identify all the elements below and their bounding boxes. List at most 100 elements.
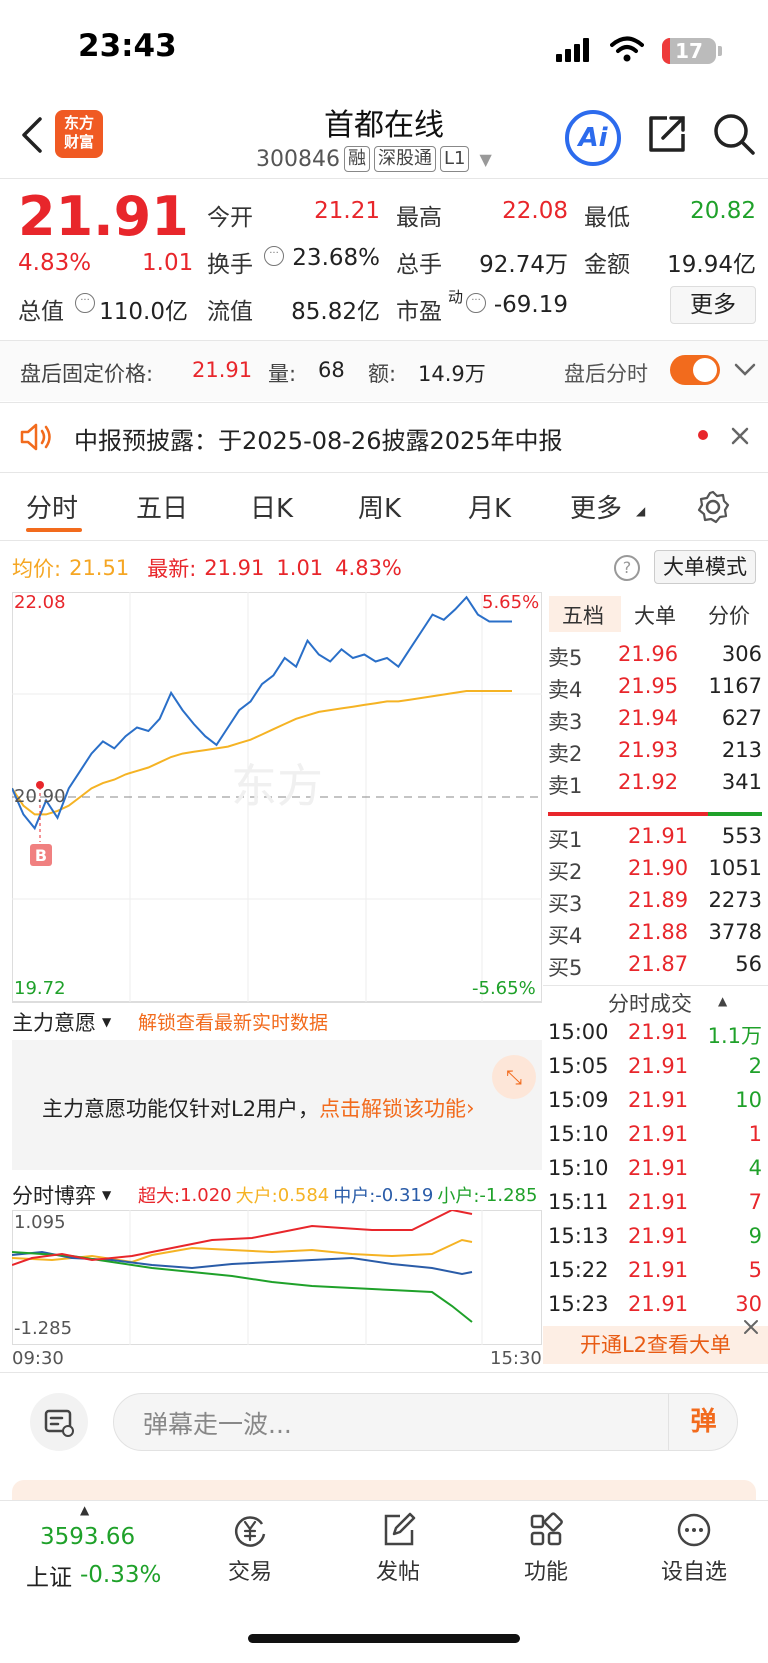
trade-volume: 1.1万 — [707, 1024, 762, 1048]
main-force-dropdown[interactable]: 主力意愿 ▼ — [12, 1007, 111, 1037]
legend-large-label: 大户: — [235, 1186, 278, 1207]
intraday-chart[interactable]: 东方 B — [12, 592, 542, 1002]
low-value: 20.82 — [690, 198, 756, 224]
ask-volume: 341 — [721, 770, 762, 794]
danmaku-input[interactable] — [113, 1393, 738, 1451]
big-order-mode-button[interactable]: 大单模式 — [654, 550, 756, 584]
gear-icon[interactable] — [696, 490, 730, 524]
nav-post[interactable]: 发帖 — [338, 1512, 458, 1586]
tab-intraday[interactable]: 分时 — [26, 494, 79, 524]
tab-weekly-k[interactable]: 周K — [358, 494, 402, 524]
tab-more[interactable]: 更多 — [570, 494, 623, 524]
home-indicator[interactable] — [248, 1634, 520, 1643]
l2-upgrade-banner[interactable]: 开通L2查看大单 — [543, 1326, 768, 1364]
bid-price: 21.89 — [628, 888, 689, 912]
bid-label: 买3 — [548, 892, 583, 916]
nav-post-label: 发帖 — [375, 1560, 420, 1585]
back-arrow-icon[interactable] — [18, 115, 48, 155]
float-value: 85.82亿 — [291, 299, 380, 325]
book-tab-big-order[interactable]: 大单 — [634, 604, 676, 628]
bid-label: 买1 — [548, 828, 583, 852]
ask-label: 卖4 — [548, 678, 583, 702]
trade-price: 21.91 — [628, 1258, 689, 1282]
game-chart[interactable] — [12, 1210, 542, 1345]
trade-price: 21.91 — [628, 1020, 689, 1044]
divider — [543, 985, 768, 986]
caret-up-icon: ▲ — [80, 1503, 90, 1517]
trade-time: 15:05 — [548, 1054, 609, 1078]
tag-connect: 深股通 — [373, 146, 436, 172]
ai-assistant-icon[interactable]: Ai — [565, 110, 621, 166]
info-icon[interactable]: ··· — [75, 293, 95, 313]
danmaku-send-button[interactable]: 弹 — [668, 1393, 738, 1451]
expand-icon[interactable]: ⤡ — [492, 1055, 536, 1099]
caret-up-icon[interactable]: ▲ — [718, 994, 728, 1008]
close-icon[interactable] — [742, 1318, 760, 1336]
bid-volume: 553 — [721, 824, 762, 848]
search-icon[interactable] — [712, 112, 756, 156]
main-force-notice-text: 主力意愿功能仅针对L2用户， — [42, 1097, 320, 1121]
bid-label: 买4 — [548, 924, 583, 948]
game-title: 分时博弈 — [12, 1184, 96, 1208]
unlock-link[interactable]: 解锁查看最新实时数据 — [138, 1012, 329, 1034]
dropdown-caret-icon[interactable]: ▼ — [479, 149, 492, 169]
stock-subtitle[interactable]: 300846 融 深股通 L1 ▼ — [256, 146, 492, 172]
legend-super-label: 超大: — [138, 1186, 181, 1207]
nav-trade[interactable]: 交易 — [190, 1512, 310, 1586]
book-tab-five-level[interactable]: 五档 — [562, 604, 604, 628]
tab-five-day[interactable]: 五日 — [136, 494, 189, 524]
index-percent: -0.33% — [80, 1562, 162, 1588]
after-vol-value: 68 — [318, 358, 345, 382]
trade-row: 15:23 21.91 30 — [548, 1288, 762, 1320]
close-icon[interactable] — [730, 426, 750, 446]
battery-icon: 17 — [662, 38, 716, 64]
chevron-right-icon[interactable]: › — [466, 1096, 475, 1120]
help-icon[interactable]: ? — [614, 555, 640, 581]
tab-underline — [26, 528, 82, 532]
pct-axis-top: 5.65% — [482, 592, 540, 613]
game-dropdown[interactable]: 分时博弈 ▼ — [12, 1180, 111, 1210]
bid-label: 买2 — [548, 860, 583, 884]
game-legend: 超大: 1.020 大户: 0.584 中户: -0.319 小户: -1.285 — [138, 1182, 537, 1208]
chevron-down-icon[interactable] — [734, 362, 756, 378]
nav-watchlist[interactable]: 设自选 — [634, 1512, 754, 1586]
signal-icon — [556, 38, 589, 62]
bid-volume: 1051 — [708, 856, 762, 880]
y-axis-top: 22.08 — [14, 592, 66, 613]
bid-price: 21.90 — [628, 856, 689, 880]
stock-name: 首都在线 — [324, 108, 444, 143]
divider — [0, 340, 768, 341]
tab-daily-k[interactable]: 日K — [250, 494, 294, 524]
after-hours-toggle-label: 盘后分时 — [564, 362, 648, 386]
after-hours-toggle[interactable] — [670, 355, 720, 385]
info-icon[interactable]: ··· — [466, 293, 486, 313]
divider — [0, 178, 768, 179]
buy-marker-dot — [36, 781, 44, 789]
ask-price: 21.96 — [618, 642, 679, 666]
bid-row: 买5 21.87 56 — [548, 948, 762, 980]
notice-text[interactable]: 中报预披露：于2025-08-26披露2025年中报 — [74, 427, 563, 455]
tab-monthly-k[interactable]: 月K — [468, 494, 512, 524]
bid-row: 买2 21.90 1051 — [548, 852, 762, 884]
buy-marker-badge[interactable] — [30, 844, 52, 866]
index-value[interactable]: 3593.66 — [40, 1524, 136, 1550]
book-tab-price-dist[interactable]: 分价 — [708, 604, 750, 628]
nav-watchlist-label: 设自选 — [660, 1560, 727, 1585]
mktcap-label: 总值 — [18, 299, 64, 325]
share-icon[interactable] — [645, 112, 689, 156]
more-button[interactable]: 更多 — [670, 286, 756, 324]
pe-superscript: 动 — [448, 288, 464, 306]
nav-functions[interactable]: 功能 — [486, 1512, 606, 1586]
unlock-feature-link[interactable]: 点击解锁该功能 — [319, 1097, 467, 1121]
ask-row: 卖3 21.94 627 — [548, 702, 762, 734]
game-y-bottom: -1.285 — [14, 1318, 73, 1339]
danmaku-settings-icon[interactable] — [30, 1393, 88, 1451]
avg-label: 均价: — [12, 557, 62, 581]
info-icon[interactable]: ··· — [264, 246, 284, 266]
after-price-label: 盘后固定价格: — [20, 362, 154, 386]
caret-down-icon: ▼ — [102, 1015, 112, 1029]
trades-title[interactable]: 分时成交 — [608, 992, 692, 1016]
index-info[interactable]: 上证 -0.33% — [26, 1558, 161, 1592]
ask-price: 21.94 — [618, 706, 679, 730]
volume-value: 92.74万 — [479, 252, 568, 278]
